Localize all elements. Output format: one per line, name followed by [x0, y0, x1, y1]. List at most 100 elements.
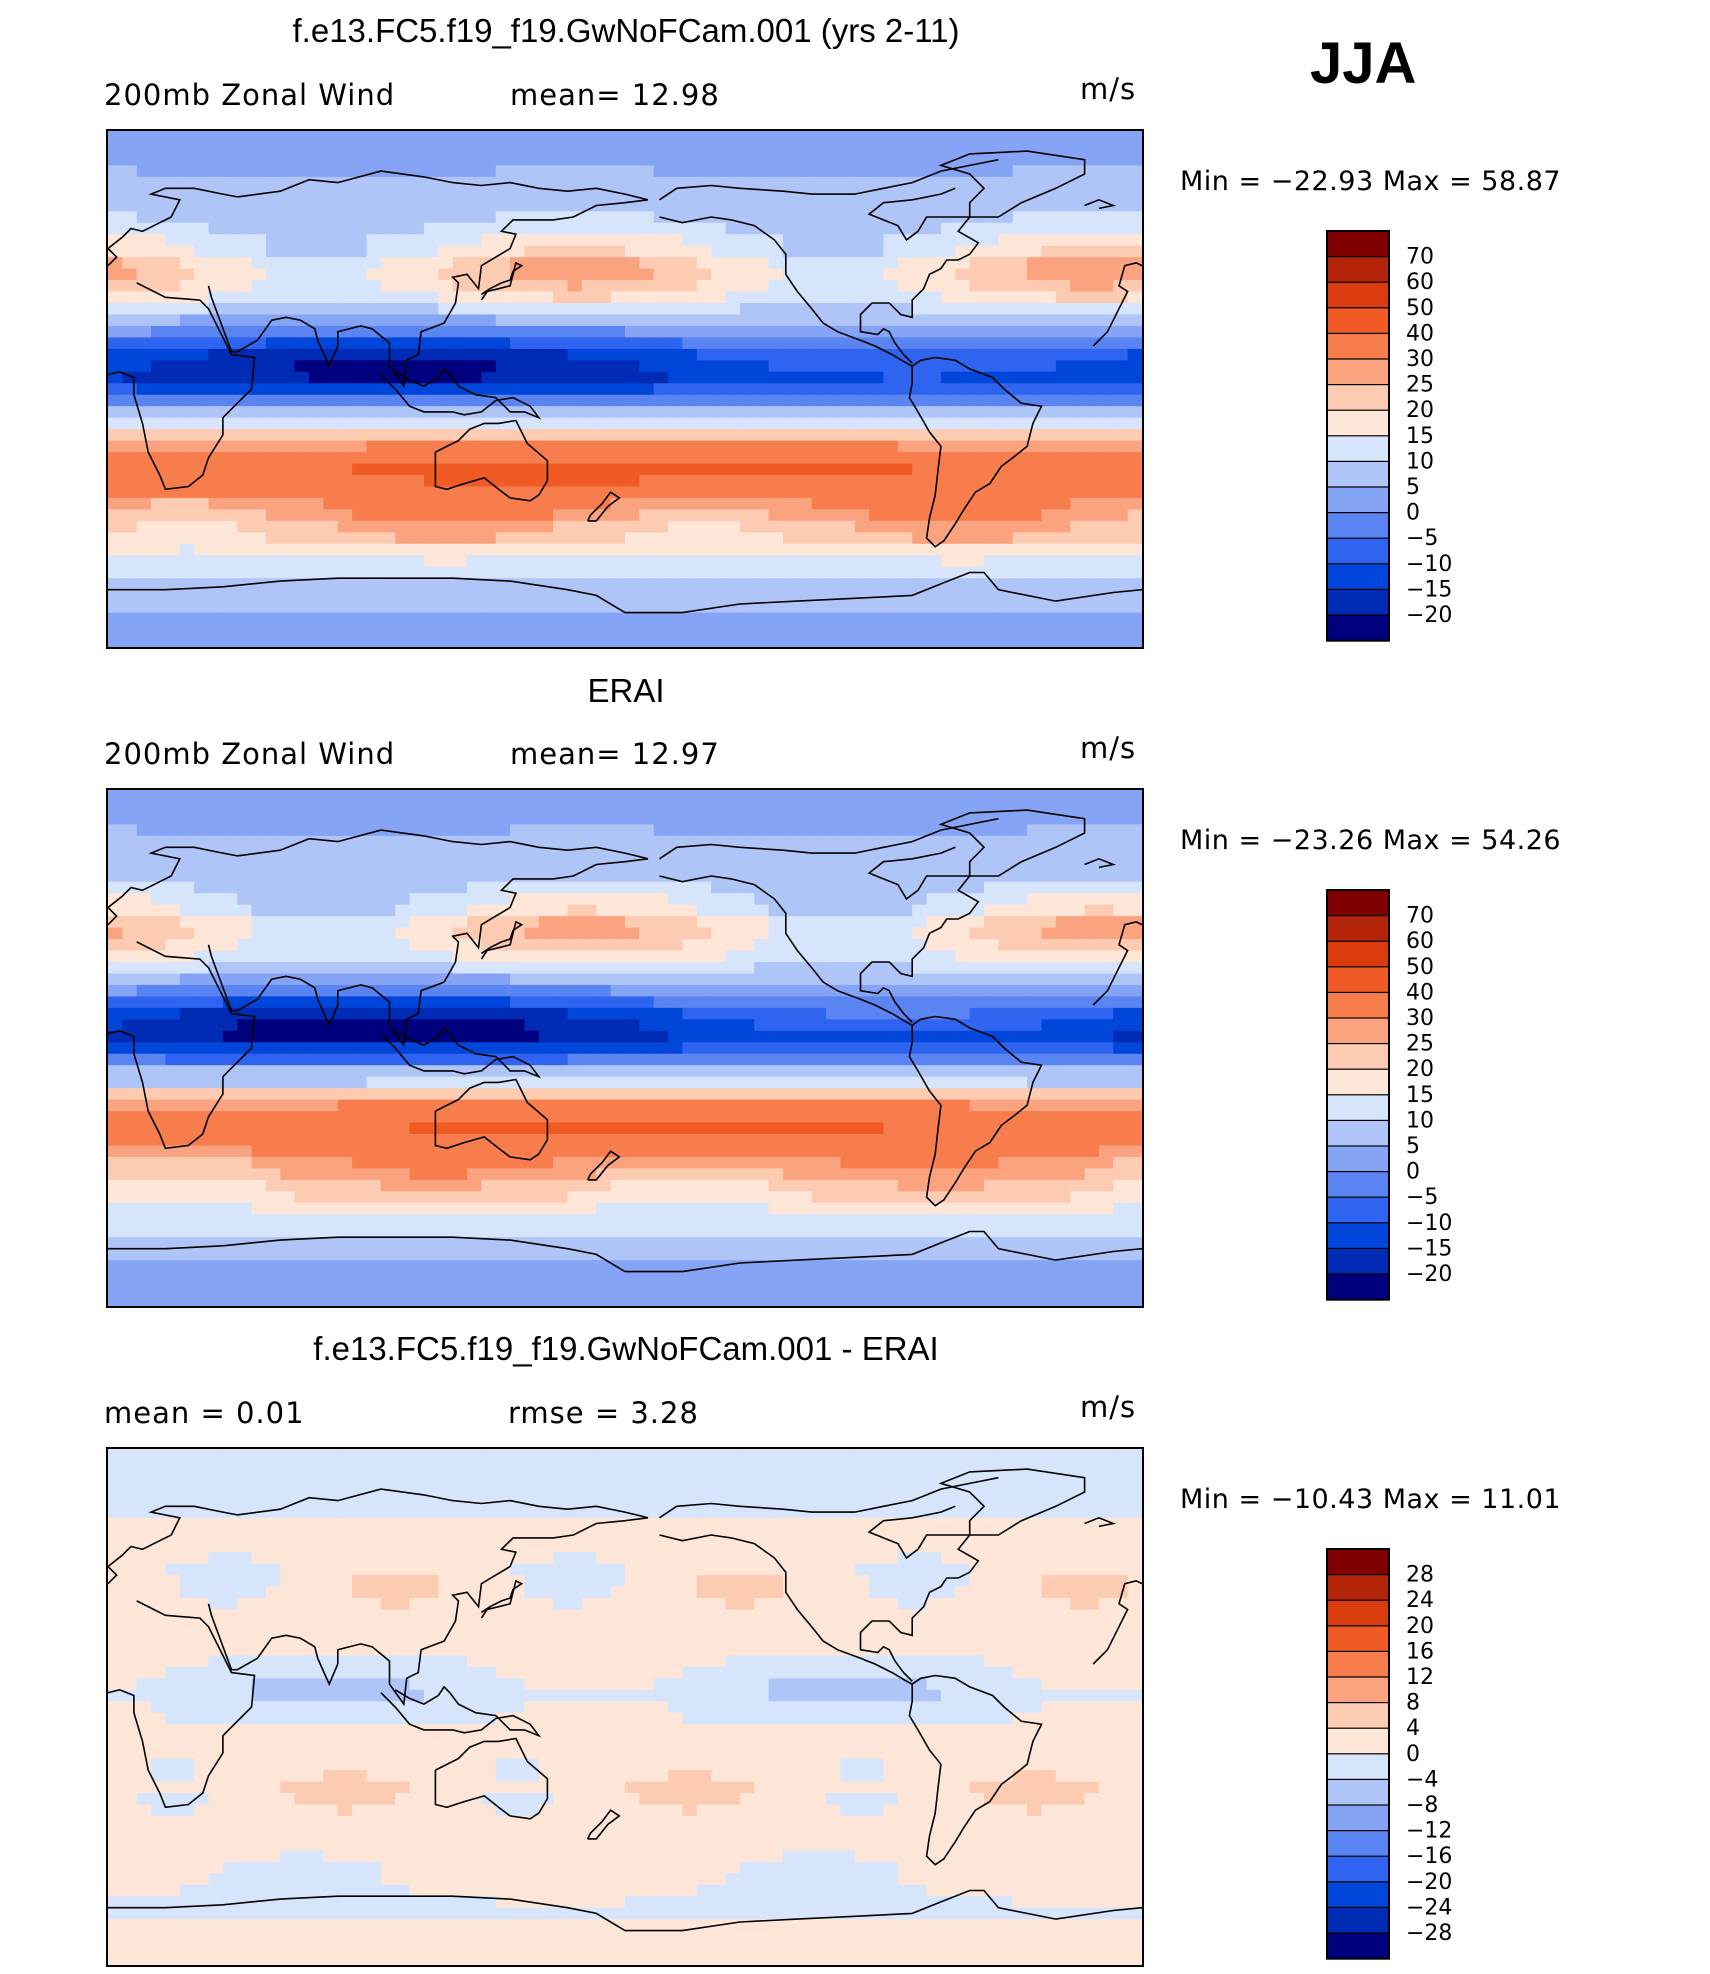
contour-cell	[696, 371, 712, 384]
contour-cell	[1127, 348, 1142, 361]
contour-cell	[222, 486, 238, 499]
contour-cell	[854, 881, 870, 894]
contour-cell	[840, 532, 856, 545]
contour-cell	[711, 847, 727, 860]
contour-cell	[1012, 1030, 1028, 1043]
contour-cell	[1098, 131, 1114, 144]
contour-cell	[1127, 962, 1142, 975]
contour-cell	[912, 371, 928, 384]
contour-cell	[581, 532, 597, 545]
contour-cell	[524, 383, 540, 396]
contour-cell	[1070, 973, 1086, 986]
contour-cell	[668, 199, 684, 212]
contour-cell	[122, 165, 138, 178]
contour-cell	[840, 280, 856, 293]
contour-cell	[1127, 635, 1142, 647]
contour-cell	[840, 406, 856, 419]
contour-cell	[739, 486, 755, 499]
contour-cell	[811, 165, 827, 178]
contour-cell	[711, 916, 727, 929]
contour-cell	[782, 893, 798, 906]
contour-cell	[1113, 245, 1129, 258]
contour-cell	[711, 188, 727, 201]
contour-cell	[194, 417, 210, 430]
contour-cell	[696, 360, 712, 373]
contour-cell	[151, 962, 167, 975]
contour-cell	[1113, 984, 1129, 997]
contour-cell	[294, 635, 310, 647]
contour-cell	[280, 847, 296, 860]
contour-cell	[467, 142, 482, 155]
contour-cell	[984, 858, 999, 871]
contour-cell	[481, 612, 497, 625]
contour-cell	[108, 904, 123, 917]
contour-cell	[1070, 790, 1086, 803]
contour-cell	[423, 234, 439, 247]
contour-cell	[984, 417, 999, 430]
contour-cell	[768, 624, 784, 637]
contour-cell	[653, 612, 669, 625]
contour-cell	[1012, 165, 1028, 178]
contour-cell	[395, 1007, 411, 1020]
contour-cell	[1055, 211, 1071, 224]
contour-cell	[280, 142, 296, 155]
contour-cell	[294, 509, 310, 522]
contour-cell	[151, 383, 167, 396]
contour-cell	[438, 268, 454, 281]
contour-cell	[1055, 847, 1071, 860]
contour-cell	[739, 881, 755, 894]
contour-cell	[797, 812, 813, 825]
contour-cell	[122, 566, 138, 579]
contour-cell	[510, 1007, 526, 1020]
contour-cell	[409, 383, 425, 396]
contour-cell	[998, 176, 1014, 189]
contour-cell	[811, 916, 827, 929]
contour-cell	[553, 131, 569, 144]
contour-cell	[309, 303, 325, 316]
contour-cell	[136, 360, 152, 373]
contour-cell	[280, 153, 296, 166]
contour-cell	[811, 1019, 827, 1032]
contour-cell	[596, 371, 612, 384]
contour-cell	[883, 973, 899, 986]
contour-cell	[467, 325, 482, 338]
contour-cell	[955, 153, 971, 166]
contour-cell	[151, 211, 167, 224]
contour-cell	[108, 131, 123, 144]
contour-cell	[926, 394, 942, 407]
contour-cell	[826, 996, 842, 1009]
contour-cell	[380, 314, 396, 327]
contour-cell	[854, 291, 870, 304]
contour-cell	[366, 383, 382, 396]
contour-cell	[108, 984, 123, 997]
contour-cell	[797, 475, 813, 488]
contour-cell	[940, 520, 956, 533]
contour-cell	[438, 475, 454, 488]
contour-cell	[826, 245, 842, 258]
contour-cell	[955, 257, 971, 270]
contour-cell	[337, 973, 353, 986]
contour-cell	[696, 268, 712, 281]
contour-cell	[337, 601, 353, 614]
contour-cell	[768, 325, 784, 338]
contour-cell	[811, 962, 827, 975]
contour-cell	[294, 429, 310, 442]
contour-cell	[567, 881, 583, 894]
contour-cell	[969, 801, 985, 814]
contour-cell	[122, 406, 138, 419]
contour-cell	[811, 291, 827, 304]
contour-cell	[567, 440, 583, 453]
contour-cell	[725, 268, 741, 281]
contour-cell	[467, 291, 482, 304]
contour-cell	[1055, 578, 1071, 591]
contour-cell	[883, 360, 899, 373]
contour-cell	[280, 360, 296, 373]
contour-cell	[481, 429, 497, 442]
contour-cell	[797, 1030, 813, 1043]
contour-cell	[797, 927, 813, 940]
contour-cell	[438, 1042, 454, 1055]
contour-cell	[797, 337, 813, 350]
contour-cell	[653, 555, 669, 568]
contour-cell	[538, 578, 554, 591]
